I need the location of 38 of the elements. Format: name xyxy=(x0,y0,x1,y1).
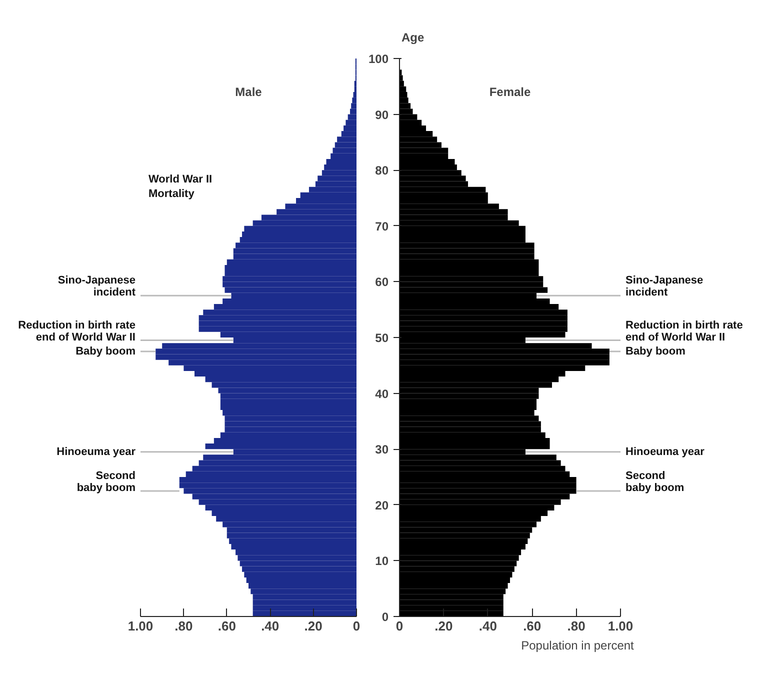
y-axis-title: Age xyxy=(402,30,424,44)
annotation: Sino-Japanese incident xyxy=(626,274,704,299)
annotation: Baby boom xyxy=(626,345,686,358)
annotation: Reduction in birth rate end of World War II xyxy=(626,319,743,344)
x-axis-title: Population in percent xyxy=(521,638,635,652)
y-tick-label: 70 xyxy=(375,219,389,234)
x-tick-label: .60 xyxy=(218,618,236,634)
y-tick-label: 10 xyxy=(375,554,389,568)
annotation: Second baby boom xyxy=(626,470,684,494)
x-tick-label: 0 xyxy=(352,618,360,634)
annotation: Sino-Japanese incident xyxy=(58,274,136,299)
x-tick-label: .40 xyxy=(478,618,497,634)
x-tick-label: .20 xyxy=(304,618,322,634)
y-tick-label: 40 xyxy=(375,386,389,401)
y-tick-label: 100 xyxy=(368,52,389,66)
y-tick-label: 30 xyxy=(375,442,389,457)
y-tick-label: 90 xyxy=(375,108,389,122)
y-tick-label: 60 xyxy=(375,275,389,290)
annotation: Reduction in birth rate end of World War II xyxy=(18,319,136,344)
text: Female xyxy=(489,84,532,99)
x-tick-label: 0 xyxy=(396,618,404,634)
y-tick-label: 0 xyxy=(382,610,389,624)
annotation: Hinoeuma year xyxy=(626,446,706,458)
x-tick-label: .80 xyxy=(174,618,193,634)
annotation: Baby boom xyxy=(76,345,136,358)
x-tick-label: .60 xyxy=(523,618,542,634)
text: Male xyxy=(235,84,262,99)
annotation: Second baby boom xyxy=(76,470,136,494)
y-tick-label: 20 xyxy=(375,498,389,512)
x-tick-label: .40 xyxy=(261,618,280,634)
y-tick-label: 80 xyxy=(375,164,389,178)
annotation: Hinoeuma year xyxy=(56,446,136,458)
x-tick-label: 1.00 xyxy=(608,618,634,634)
x-tick-label: 1.00 xyxy=(128,618,154,634)
x-tick-label: .20 xyxy=(434,618,453,634)
y-tick-label: 50 xyxy=(375,331,389,345)
x-tick-label: .80 xyxy=(567,618,586,634)
annotation: World War II Mortality xyxy=(148,174,212,200)
